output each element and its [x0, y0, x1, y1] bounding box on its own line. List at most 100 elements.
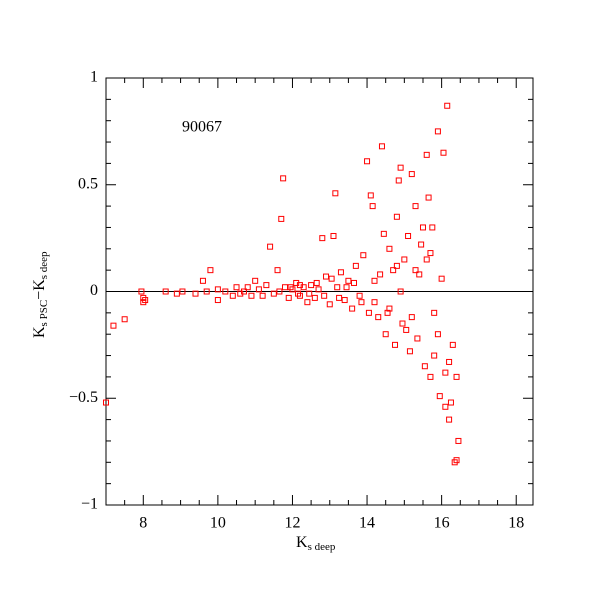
point — [259, 292, 266, 299]
point — [233, 284, 240, 291]
point — [397, 288, 404, 295]
y-tick-label: −0.5 — [69, 389, 98, 406]
y-tick-label: 1 — [90, 69, 98, 86]
point — [427, 373, 434, 380]
point — [328, 275, 335, 282]
point — [142, 297, 149, 304]
point — [444, 102, 451, 109]
point — [393, 213, 400, 220]
point — [326, 301, 333, 308]
point — [446, 416, 453, 423]
point — [393, 262, 400, 269]
x-tick-label: 10 — [210, 515, 226, 532]
point — [423, 256, 430, 263]
point — [356, 292, 363, 299]
point — [453, 373, 460, 380]
point — [371, 277, 378, 284]
point — [345, 277, 352, 284]
y-tick-label: −1 — [81, 496, 98, 513]
point — [434, 331, 441, 338]
point — [267, 243, 274, 250]
point — [103, 399, 109, 406]
point — [274, 267, 281, 274]
y-label-main: K — [31, 326, 48, 338]
point — [350, 279, 357, 286]
point — [455, 437, 462, 444]
point — [343, 284, 350, 291]
point — [285, 294, 292, 301]
point — [282, 284, 289, 291]
point — [304, 299, 311, 306]
point — [203, 288, 210, 295]
point — [449, 341, 456, 348]
point — [287, 284, 294, 291]
point — [419, 224, 426, 231]
point — [440, 149, 447, 156]
x-axis-label: Ks deep — [296, 534, 336, 553]
point — [408, 314, 415, 321]
point — [360, 252, 367, 259]
point — [255, 286, 262, 293]
point — [179, 288, 186, 295]
x-tick-label: 18 — [508, 515, 524, 532]
point — [110, 322, 117, 329]
y-label-main: −K — [31, 279, 48, 300]
point — [377, 271, 384, 278]
point — [442, 403, 449, 410]
y-tick-label: 0 — [90, 282, 98, 299]
point — [270, 290, 277, 297]
point — [397, 164, 404, 171]
point — [341, 297, 348, 304]
point — [349, 305, 356, 312]
point — [395, 177, 402, 184]
point — [369, 203, 376, 210]
point — [412, 267, 419, 274]
point — [386, 245, 393, 252]
point — [434, 128, 441, 135]
point — [421, 363, 428, 370]
point — [412, 203, 419, 210]
point — [276, 288, 283, 295]
point — [248, 292, 255, 299]
point — [427, 250, 434, 257]
x-label-sub: s deep — [308, 541, 336, 553]
point — [214, 297, 221, 304]
point — [365, 309, 372, 316]
point — [295, 290, 302, 297]
y-label-sub: s PSC — [38, 300, 50, 327]
point — [438, 275, 445, 282]
point — [364, 158, 371, 165]
x-label-main: K — [296, 534, 308, 551]
point — [367, 192, 374, 199]
point — [323, 273, 330, 280]
point — [447, 399, 454, 406]
point — [121, 316, 128, 323]
annotation: 90067 — [182, 119, 222, 136]
point — [352, 262, 359, 269]
y-axis-label: Ks PSC−Ks deep — [31, 251, 50, 338]
point — [408, 171, 415, 178]
point — [431, 352, 438, 359]
point — [386, 305, 393, 312]
point — [436, 393, 443, 400]
point — [252, 277, 259, 284]
point — [138, 288, 145, 295]
point — [308, 282, 315, 289]
point — [336, 294, 343, 301]
point — [207, 267, 214, 274]
x-tick-label: 8 — [139, 515, 147, 532]
point — [330, 232, 337, 239]
point — [311, 294, 318, 301]
x-tick-label: 14 — [359, 515, 375, 532]
point — [222, 288, 229, 295]
point — [315, 286, 322, 293]
point — [229, 292, 236, 299]
point — [371, 299, 378, 306]
point — [319, 235, 326, 242]
x-tick-label: 16 — [434, 515, 450, 532]
point — [263, 282, 270, 289]
y-tick-label: 0.5 — [78, 175, 98, 192]
point — [401, 256, 408, 263]
point — [278, 215, 285, 222]
point — [334, 284, 341, 291]
